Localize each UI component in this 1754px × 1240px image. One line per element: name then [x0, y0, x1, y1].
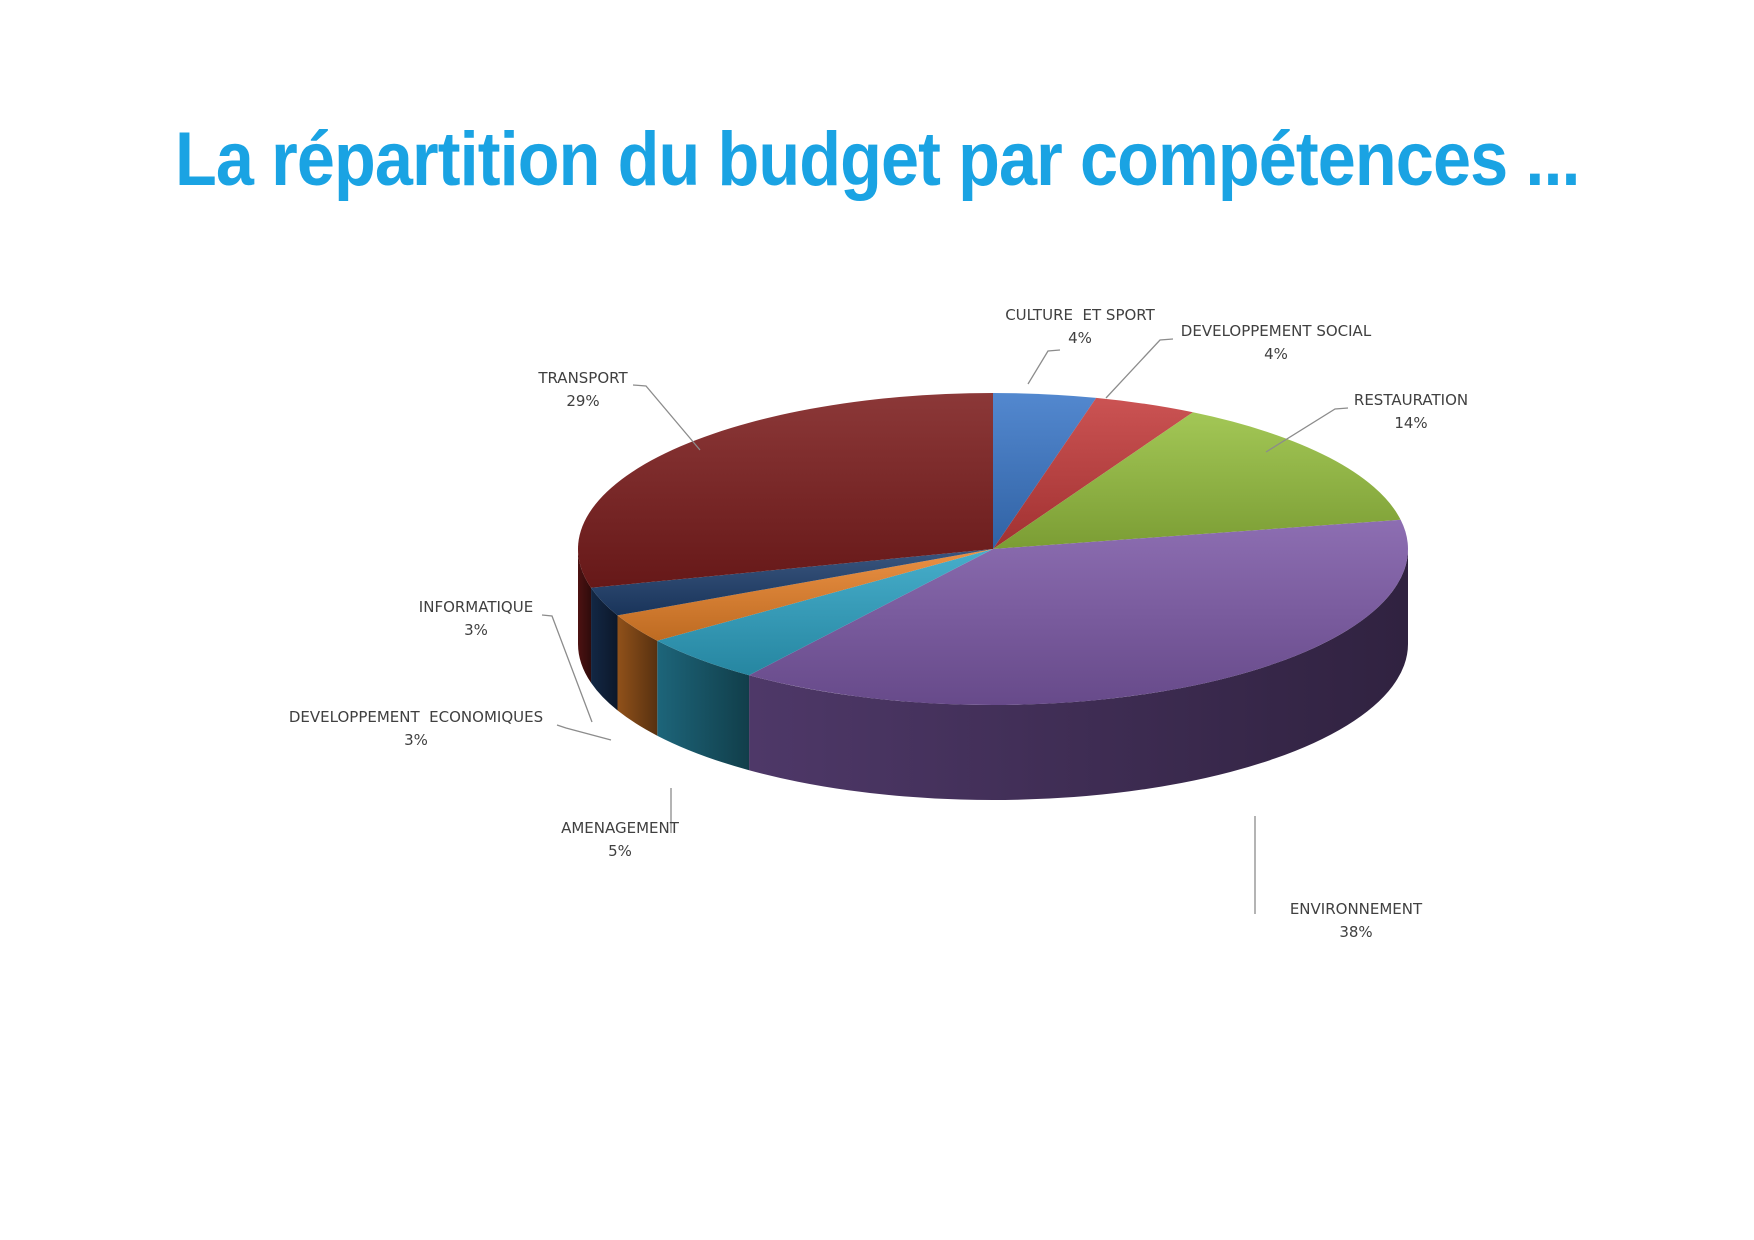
- data-label-name-transport: TRANSPORT: [537, 369, 628, 387]
- data-label-name-culture-et-sport: CULTURE ET SPORT: [1005, 306, 1155, 324]
- leader-line-restauration: [1265, 407, 1349, 453]
- pie-slice-culture-et-sport: [993, 393, 1097, 549]
- data-labels: CULTURE ET SPORT 4% DEVELOPPEMENT SOCIAL 4%…: [289, 306, 1468, 941]
- pie-slices: [578, 393, 1408, 706]
- pie-side-developpement-economiques: [617, 615, 658, 736]
- data-label-value-transport: 29%: [566, 392, 599, 410]
- leader-line-informatique: [541, 614, 593, 723]
- pie-slice-amenagement: [657, 549, 993, 676]
- leader-lines: [541, 338, 1349, 914]
- leader-line-developpement-social: [1105, 338, 1174, 399]
- data-label-name-developpement-economiques: DEVELOPPEMENT ECONOMIQUES: [289, 708, 543, 726]
- pie-side-transport: [578, 549, 592, 683]
- pie-slice-informatique: [591, 549, 993, 616]
- leader-line-developpement-economiques: [556, 724, 612, 741]
- page-title-wrap: La répartition du budget par compétences…: [0, 118, 1754, 202]
- data-label-name-amenagement: AMENAGEMENT: [561, 819, 680, 837]
- data-label-value-environnement: 38%: [1339, 923, 1372, 941]
- data-label-name-environnement: ENVIRONNEMENT: [1290, 900, 1423, 918]
- pie-slice-environnement: [749, 519, 1408, 706]
- data-label-value-amenagement: 5%: [608, 842, 632, 860]
- pie-sides: [578, 549, 1408, 801]
- leader-line-transport: [632, 384, 701, 451]
- page-title: La répartition du budget par compétences…: [174, 117, 1581, 202]
- pie-side-informatique: [591, 587, 618, 711]
- data-label-name-restauration: RESTAURATION: [1354, 391, 1468, 409]
- data-label-value-culture-et-sport: 4%: [1068, 329, 1092, 347]
- pie-side-environnement: [749, 549, 1408, 801]
- pie-slice-developpement-social: [993, 397, 1193, 549]
- data-label-name-developpement-social: DEVELOPPEMENT SOCIAL: [1181, 322, 1372, 340]
- data-label-value-developpement-social: 4%: [1264, 345, 1288, 363]
- pie-slice-restauration: [993, 412, 1401, 549]
- pie-slice-developpement-economiques: [617, 549, 993, 641]
- data-label-name-informatique: INFORMATIQUE: [419, 598, 533, 616]
- data-label-value-informatique: 3%: [464, 621, 488, 639]
- pie-side-amenagement: [657, 640, 750, 771]
- data-label-value-restauration: 14%: [1394, 414, 1427, 432]
- pie-slice-transport: [578, 393, 993, 588]
- leader-line-culture-et-sport: [1027, 349, 1061, 385]
- data-label-value-developpement-economiques: 3%: [404, 731, 428, 749]
